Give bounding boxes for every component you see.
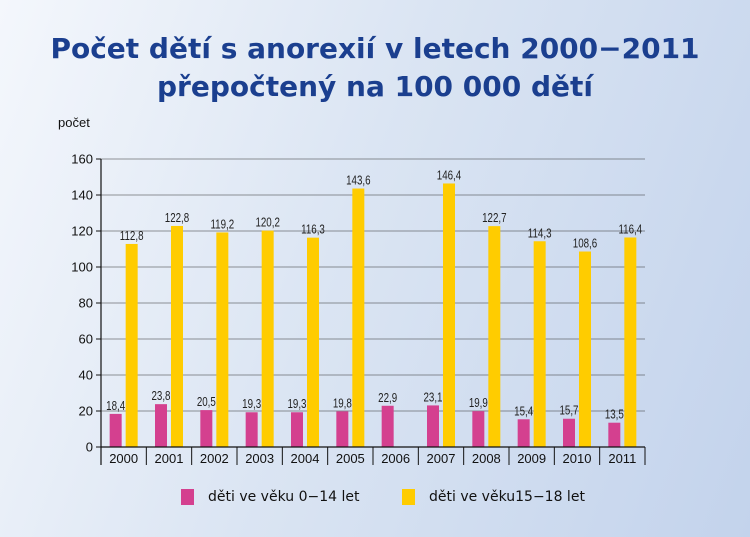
x-tick-label: 2001 (155, 451, 184, 466)
chart-title-line-1: Počet dětí s anorexií v letech 2000−2011 (50, 32, 700, 65)
legend-item-series-2: děti ve věku15−18 let (402, 489, 585, 505)
data-label: 114,3 (528, 226, 552, 241)
bar-pink (155, 404, 167, 447)
data-label: 13,5 (605, 407, 624, 422)
y-tick-label: 140 (71, 188, 93, 203)
x-tick-label: 2002 (200, 451, 229, 466)
x-tick-label: 2008 (472, 451, 501, 466)
bar-pink (427, 405, 439, 447)
bar-pink (336, 411, 349, 447)
bar-pink (109, 413, 122, 447)
grid-lines (101, 158, 645, 412)
bar-yellow (443, 183, 455, 448)
x-tick-label: 2006 (381, 451, 410, 466)
x-tick-label: 2009 (517, 451, 546, 466)
data-label: 19,9 (469, 396, 488, 411)
x-tick-label: 2007 (427, 451, 456, 466)
bar-pink (517, 419, 530, 447)
x-tick-label: 2011 (608, 451, 636, 466)
legend-label-series-1: děti ve věku 0−14 let (208, 489, 360, 505)
data-label: 20,5 (197, 395, 216, 410)
data-label: 19,3 (287, 397, 306, 412)
chart-title: Počet dětí s anorexií v letech 2000−2011… (0, 30, 750, 106)
y-ticks: 0 20 40 60 80 100 120 140 160 (71, 152, 101, 455)
bar-yellow (125, 243, 138, 447)
data-label: 19,3 (242, 397, 261, 412)
bar-pink (472, 411, 485, 447)
y-tick-label: 0 (86, 440, 93, 455)
bar-yellow (261, 230, 274, 447)
legend: děti ve věku 0−14 let děti ve věku15−18 … (0, 489, 750, 513)
x-tick-label: 2003 (245, 451, 274, 466)
data-label: 112,8 (120, 229, 144, 244)
legend-swatch-yellow (402, 489, 415, 505)
legend-item-series-1: děti ve věku 0−14 let (181, 489, 359, 505)
data-label: 120,2 (255, 215, 279, 230)
data-label: 122,7 (482, 211, 506, 226)
data-label: 116,4 (618, 222, 642, 237)
y-tick-label: 40 (79, 368, 93, 383)
y-tick-label: 160 (71, 152, 93, 167)
legend-swatch-pink (181, 489, 194, 505)
bar-yellow (579, 251, 591, 447)
bar-yellow (216, 232, 229, 447)
bar-pink (381, 405, 394, 447)
data-label: 122,8 (165, 211, 189, 226)
data-label: 23,8 (151, 389, 170, 404)
bar-yellow (488, 226, 501, 447)
bar-yellow (171, 225, 183, 447)
data-label: 15,4 (514, 404, 533, 419)
bar-yellow (624, 237, 637, 447)
data-label: 116,3 (301, 222, 325, 237)
chart-title-line-2: přepočtený na 100 000 dětí (156, 70, 593, 103)
y-tick-label: 60 (79, 332, 93, 347)
data-label: 119,2 (210, 217, 234, 232)
bars (109, 183, 637, 448)
y-tick-label: 20 (79, 404, 93, 419)
bar-pink (608, 422, 621, 447)
bar-pink (200, 410, 213, 447)
x-tick-label: 2010 (563, 451, 592, 466)
bar-pink (291, 412, 303, 447)
y-tick-label: 80 (79, 296, 93, 311)
x-tick-label: 2005 (336, 451, 365, 466)
data-label: 18,4 (106, 399, 125, 414)
x-ticks: 2000 2001 2002 2003 2004 2005 2006 2007 2008 2009… (100, 447, 646, 466)
y-tick-label: 120 (71, 224, 93, 239)
x-tick-label: 2000 (109, 451, 138, 466)
legend-label-series-2: děti ve věku15−18 let (429, 489, 585, 505)
bar-pink (245, 412, 258, 447)
data-label: 19,8 (333, 396, 352, 411)
bar-yellow (352, 188, 365, 447)
data-label: 22,9 (378, 390, 397, 405)
data-label: 23,1 (423, 390, 442, 405)
y-axis-label: počet (58, 115, 90, 130)
value-labels: 18,4 23,8 20,5 19,3 19,3 19,8 22,9 23,1 19,9 15,4… (106, 168, 642, 422)
data-label: 108,6 (573, 236, 597, 251)
y-tick-label: 100 (71, 260, 93, 275)
x-tick-label: 2004 (291, 451, 320, 466)
data-label: 146,4 (437, 168, 462, 183)
data-label: 143,6 (346, 173, 370, 188)
bar-pink (563, 418, 575, 447)
data-label: 15,7 (559, 403, 578, 418)
bar-yellow (533, 241, 546, 447)
bar-yellow (307, 237, 319, 447)
